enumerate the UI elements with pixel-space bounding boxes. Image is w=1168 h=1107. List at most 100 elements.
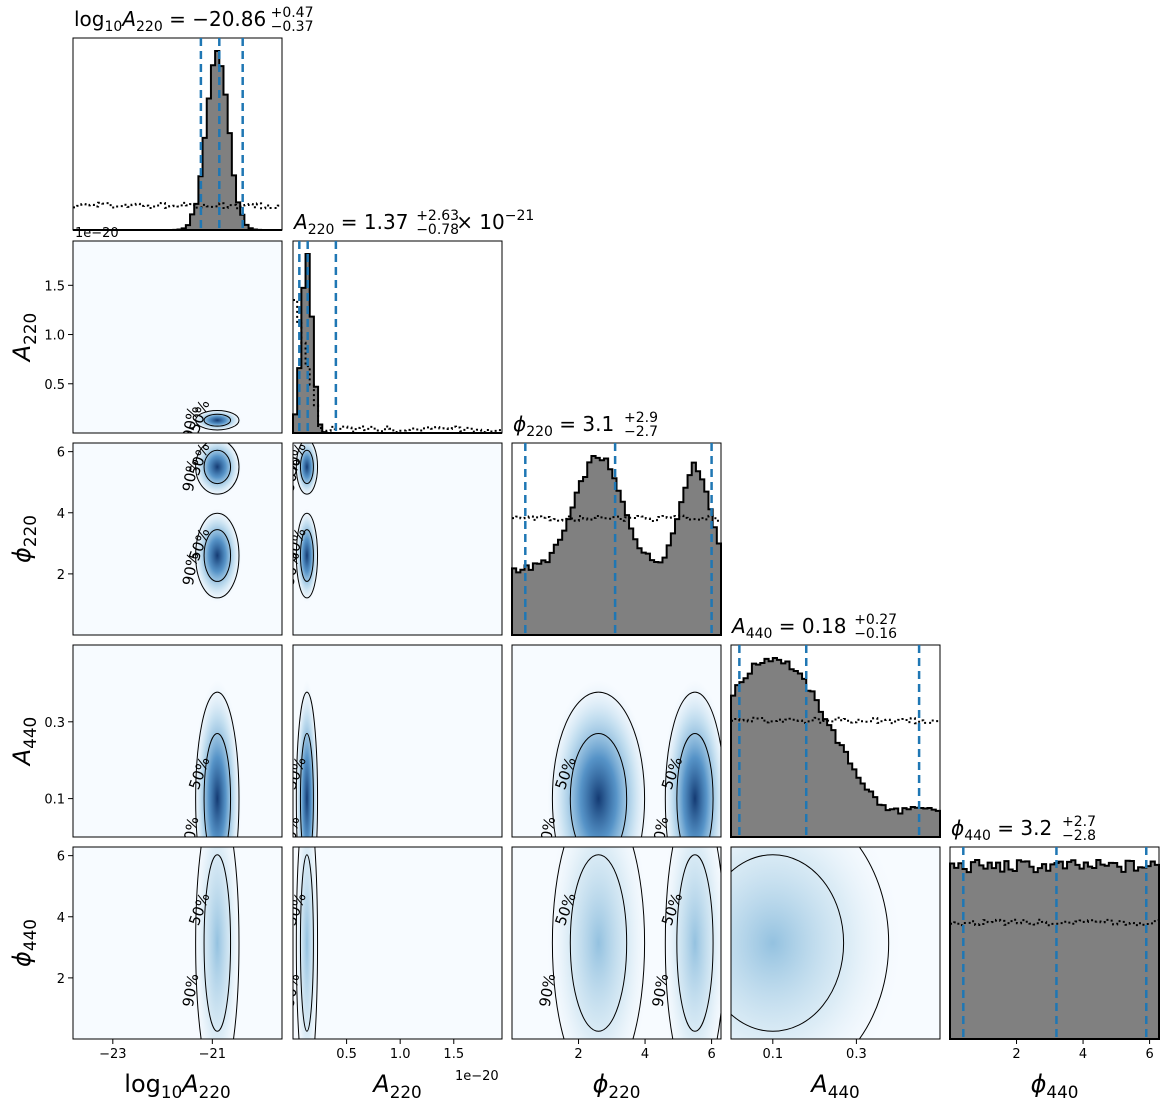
title-A220: A220 = 1.37: [292, 210, 408, 238]
contour-90: [295, 512, 319, 599]
contour-label-90: 90%: [536, 972, 560, 1008]
xtick-label-phi220-1: 4: [641, 1047, 649, 1062]
title-minus-log10A220: −0.37: [271, 19, 314, 35]
xlabel-A440: A440: [809, 1070, 859, 1102]
ylabel-phi220: ϕ220: [8, 515, 40, 563]
contour-50: [676, 854, 714, 1032]
contour-label-90: 90%: [280, 457, 304, 493]
contour-label-90: 90%: [179, 551, 203, 587]
density-blob: [547, 847, 650, 1039]
density-log10A220-vs-phi220: 50%90%50%90%: [72, 442, 283, 636]
ytick-label-phi440-0: 2: [57, 972, 65, 987]
density-blob: [295, 443, 319, 498]
xtick-label-phi220-2: 6: [707, 1047, 715, 1062]
density-blob: [662, 847, 721, 1039]
contour-50: [203, 529, 232, 582]
contour-90: [664, 847, 721, 1039]
title-suffix-A220: × 10−21: [456, 208, 534, 234]
density-frame: [511, 846, 722, 1040]
density-blob: [547, 680, 650, 837]
ytick-label-A220-1: 1.0: [44, 329, 65, 344]
contour-90: [858, 847, 890, 1039]
hist-frame-A220: [292, 240, 503, 434]
ytick-label-A440-1: 0.3: [44, 716, 65, 731]
xtick-label-A220-1: 1.0: [390, 1047, 411, 1062]
density-frame: [292, 846, 503, 1040]
contour-90: [195, 443, 240, 495]
contour-label-90: 90%: [280, 551, 304, 587]
contour-label-90: 90%: [179, 815, 203, 851]
density-bg: [73, 847, 282, 1039]
contour-label-90: 90%: [179, 972, 203, 1008]
offset-text-y: 1e−20: [75, 226, 119, 241]
density-frame: [730, 846, 941, 1040]
title-log10A220: log10A220 = −20.86: [74, 7, 266, 35]
density-blob: [295, 508, 319, 603]
contour-50: [299, 449, 314, 485]
title-minus-phi220: −2.7: [624, 424, 658, 440]
contour-label-90: 90%: [649, 972, 673, 1008]
contour-90: [195, 847, 240, 1039]
prior-hist-log10A220: [73, 201, 282, 210]
ytick-label-A440-0: 0.1: [44, 793, 65, 808]
hist-frame-log10A220: [72, 37, 283, 231]
ylabel-phi440: ϕ440: [8, 919, 40, 967]
histogram-phi220: ϕ220 = 3.1 +2.9−2.7: [511, 410, 722, 636]
contour-label-90: 90%: [179, 457, 203, 493]
density-blob: [193, 680, 242, 837]
histogram-phi440: ϕ440 = 3.2 +2.7−2.8: [949, 814, 1160, 1040]
contour-90: [295, 847, 319, 1039]
xlabel-log10A220: log10A220: [124, 1070, 230, 1102]
prior-hist-A440: [731, 716, 940, 725]
title-plus-A220: +2.63: [416, 208, 459, 224]
title-plus-phi440: +2.7: [1062, 814, 1096, 830]
title-A440: A440 = 0.18: [730, 614, 846, 642]
contour-90: [664, 691, 721, 837]
density-bg: [293, 443, 502, 635]
density-blob: [295, 680, 319, 837]
density-frame: [292, 644, 503, 838]
xtick-label-A220-2: 1.5: [443, 1047, 464, 1062]
density-bg: [73, 645, 282, 837]
density-frame: [72, 442, 283, 636]
density-log10A220-vs-phi440: 50%90%: [72, 846, 283, 1040]
posterior-hist-A220: [292, 252, 502, 434]
contour-label-90: 90%: [280, 815, 304, 851]
contour-50: [569, 733, 628, 837]
ytick-label-phi220-0: 2: [57, 568, 65, 583]
posterior-hist-phi440: [949, 858, 1160, 1040]
contour-label-90: 90%: [536, 815, 560, 851]
contour-50: [203, 413, 232, 427]
density-blob: [731, 847, 902, 1039]
title-minus-phi440: −2.8: [1062, 828, 1096, 844]
xtick-label-A440-1: 0.3: [846, 1047, 867, 1062]
contour-50: [203, 733, 232, 837]
posterior-hist-phi220: [511, 454, 722, 636]
ytick-label-phi220-1: 4: [57, 507, 65, 522]
contour-90: [295, 443, 319, 495]
xtick-label-A220-0: 0.5: [336, 1047, 357, 1062]
density-blob: [193, 847, 242, 1039]
xlabel-phi440: ϕ440: [1031, 1070, 1079, 1102]
ytick-label-phi440-2: 6: [57, 850, 65, 865]
xtick-label-log10A220-1: −21: [199, 1047, 226, 1062]
density-A220-vs-A440: 50%90%: [280, 644, 503, 851]
density-blob: [193, 443, 242, 498]
title-plus-A440: +0.27: [854, 612, 897, 628]
histogram-A220: A220 = 1.37 +2.63−0.78× 10−21: [292, 208, 534, 434]
xtick-label-A440-0: 0.1: [762, 1047, 783, 1062]
density-bg: [293, 645, 502, 837]
contour-label-90: 90%: [179, 405, 203, 441]
contour-50: [203, 854, 232, 1032]
density-frame: [72, 846, 283, 1040]
posterior-hist-A440: [730, 656, 941, 838]
contour-50: [731, 854, 845, 1032]
contour-label-90: 90%: [649, 815, 673, 851]
contour-90: [551, 847, 646, 1039]
density-frame: [511, 644, 722, 838]
prior-hist-phi440: [950, 918, 1159, 927]
title-phi440: ϕ440 = 3.2: [951, 816, 1052, 844]
title-plus-log10A220: +0.47: [271, 5, 314, 21]
xtick-label-phi440-0: 2: [1012, 1047, 1020, 1062]
